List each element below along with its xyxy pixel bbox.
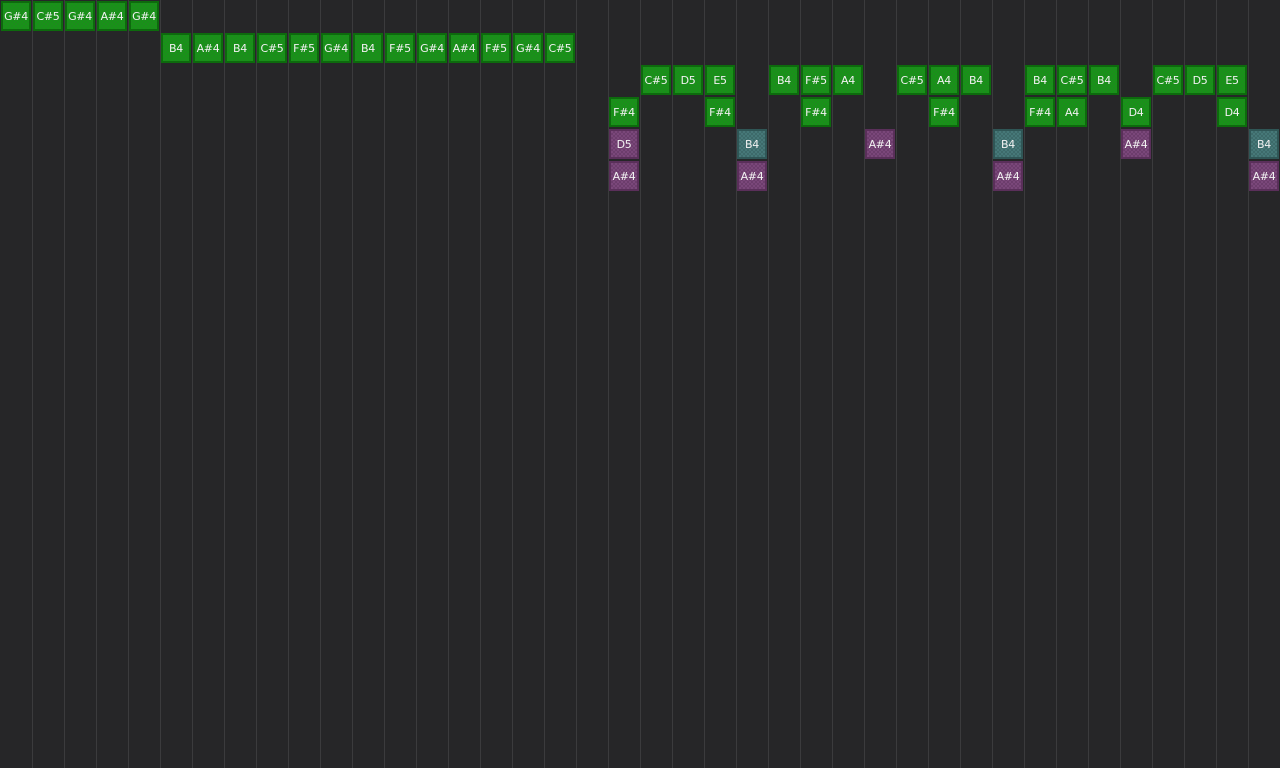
- grid-line: [576, 0, 577, 768]
- note-block-purple[interactable]: A#4: [609, 161, 639, 191]
- note-block-green[interactable]: B4: [1089, 65, 1119, 95]
- note-block-green[interactable]: F#4: [801, 97, 831, 127]
- grid-line: [544, 0, 545, 768]
- grid-line: [800, 0, 801, 768]
- note-block-green[interactable]: A#4: [97, 1, 127, 31]
- grid-line: [960, 0, 961, 768]
- note-block-purple[interactable]: A#4: [737, 161, 767, 191]
- note-block-green[interactable]: D4: [1121, 97, 1151, 127]
- note-block-green[interactable]: E5: [705, 65, 735, 95]
- grid-line: [1248, 0, 1249, 768]
- note-block-green[interactable]: E5: [1217, 65, 1247, 95]
- grid-line: [64, 0, 65, 768]
- grid-line: [352, 0, 353, 768]
- note-block-green[interactable]: G#4: [417, 33, 447, 63]
- note-block-green[interactable]: A4: [1057, 97, 1087, 127]
- note-block-green[interactable]: A4: [929, 65, 959, 95]
- grid-line: [832, 0, 833, 768]
- note-block-purple[interactable]: A#4: [993, 161, 1023, 191]
- grid-line: [736, 0, 737, 768]
- note-block-green[interactable]: G#4: [1, 1, 31, 31]
- note-block-green[interactable]: B4: [1025, 65, 1055, 95]
- note-block-green[interactable]: F#4: [609, 97, 639, 127]
- note-block-teal[interactable]: B4: [737, 129, 767, 159]
- note-block-teal[interactable]: B4: [1249, 129, 1279, 159]
- note-block-green[interactable]: C#5: [1153, 65, 1183, 95]
- note-block-green[interactable]: F#4: [705, 97, 735, 127]
- grid-line: [160, 0, 161, 768]
- note-block-green[interactable]: B4: [353, 33, 383, 63]
- grid-line: [992, 0, 993, 768]
- grid-line: [256, 0, 257, 768]
- note-block-purple[interactable]: A#4: [1121, 129, 1151, 159]
- note-block-green[interactable]: F#4: [1025, 97, 1055, 127]
- note-block-green[interactable]: A4: [833, 65, 863, 95]
- note-block-green[interactable]: C#5: [641, 65, 671, 95]
- grid-line: [896, 0, 897, 768]
- note-block-green[interactable]: C#5: [257, 33, 287, 63]
- note-block-green[interactable]: D5: [1185, 65, 1215, 95]
- note-block-green[interactable]: F#5: [481, 33, 511, 63]
- grid-line: [704, 0, 705, 768]
- note-block-green[interactable]: A#4: [193, 33, 223, 63]
- note-block-green[interactable]: D4: [1217, 97, 1247, 127]
- grid-line: [224, 0, 225, 768]
- grid-line: [1216, 0, 1217, 768]
- note-block-purple[interactable]: A#4: [865, 129, 895, 159]
- grid-line: [416, 0, 417, 768]
- grid-line: [1120, 0, 1121, 768]
- note-block-green[interactable]: B4: [961, 65, 991, 95]
- note-block-teal[interactable]: B4: [993, 129, 1023, 159]
- grid-line: [192, 0, 193, 768]
- grid-line: [928, 0, 929, 768]
- grid-line: [672, 0, 673, 768]
- grid-line: [1056, 0, 1057, 768]
- note-block-green[interactable]: G#4: [321, 33, 351, 63]
- note-block-green[interactable]: D5: [673, 65, 703, 95]
- grid-line: [768, 0, 769, 768]
- note-block-green[interactable]: B4: [161, 33, 191, 63]
- note-block-green[interactable]: C#5: [545, 33, 575, 63]
- note-block-green[interactable]: B4: [225, 33, 255, 63]
- note-block-green[interactable]: C#5: [1057, 65, 1087, 95]
- note-block-green[interactable]: A#4: [449, 33, 479, 63]
- note-block-green[interactable]: F#5: [385, 33, 415, 63]
- note-block-green[interactable]: B4: [769, 65, 799, 95]
- grid-line: [1184, 0, 1185, 768]
- note-block-green[interactable]: C#5: [897, 65, 927, 95]
- grid-line: [448, 0, 449, 768]
- grid-line: [864, 0, 865, 768]
- grid-line: [320, 0, 321, 768]
- grid-line: [384, 0, 385, 768]
- note-block-green[interactable]: G#4: [129, 1, 159, 31]
- grid-line: [1024, 0, 1025, 768]
- note-block-green[interactable]: F#5: [289, 33, 319, 63]
- grid-line: [288, 0, 289, 768]
- note-block-purple[interactable]: A#4: [1249, 161, 1279, 191]
- grid-line: [128, 0, 129, 768]
- grid-line: [1152, 0, 1153, 768]
- grid-line: [608, 0, 609, 768]
- note-block-purple[interactable]: D5: [609, 129, 639, 159]
- note-block-green[interactable]: F#5: [801, 65, 831, 95]
- grid-line: [1088, 0, 1089, 768]
- grid-line: [640, 0, 641, 768]
- grid-line: [512, 0, 513, 768]
- note-block-green[interactable]: G#4: [513, 33, 543, 63]
- note-block-green[interactable]: C#5: [33, 1, 63, 31]
- grid-line: [32, 0, 33, 768]
- grid-line: [480, 0, 481, 768]
- note-block-green[interactable]: G#4: [65, 1, 95, 31]
- note-block-green[interactable]: F#4: [929, 97, 959, 127]
- grid-line: [96, 0, 97, 768]
